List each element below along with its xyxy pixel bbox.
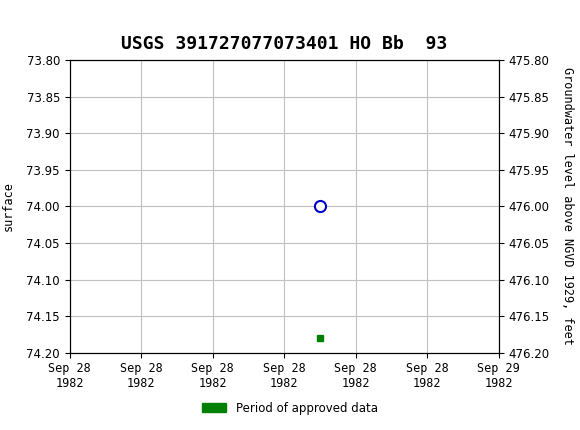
Y-axis label: Groundwater level above NGVD 1929, feet: Groundwater level above NGVD 1929, feet bbox=[561, 68, 574, 345]
Title: USGS 391727077073401 HO Bb  93: USGS 391727077073401 HO Bb 93 bbox=[121, 35, 447, 53]
Y-axis label: Depth to water level, feet below land
surface: Depth to water level, feet below land su… bbox=[0, 74, 15, 338]
Legend: Period of approved data: Period of approved data bbox=[198, 397, 382, 420]
Text: ≡USGS: ≡USGS bbox=[3, 9, 90, 29]
